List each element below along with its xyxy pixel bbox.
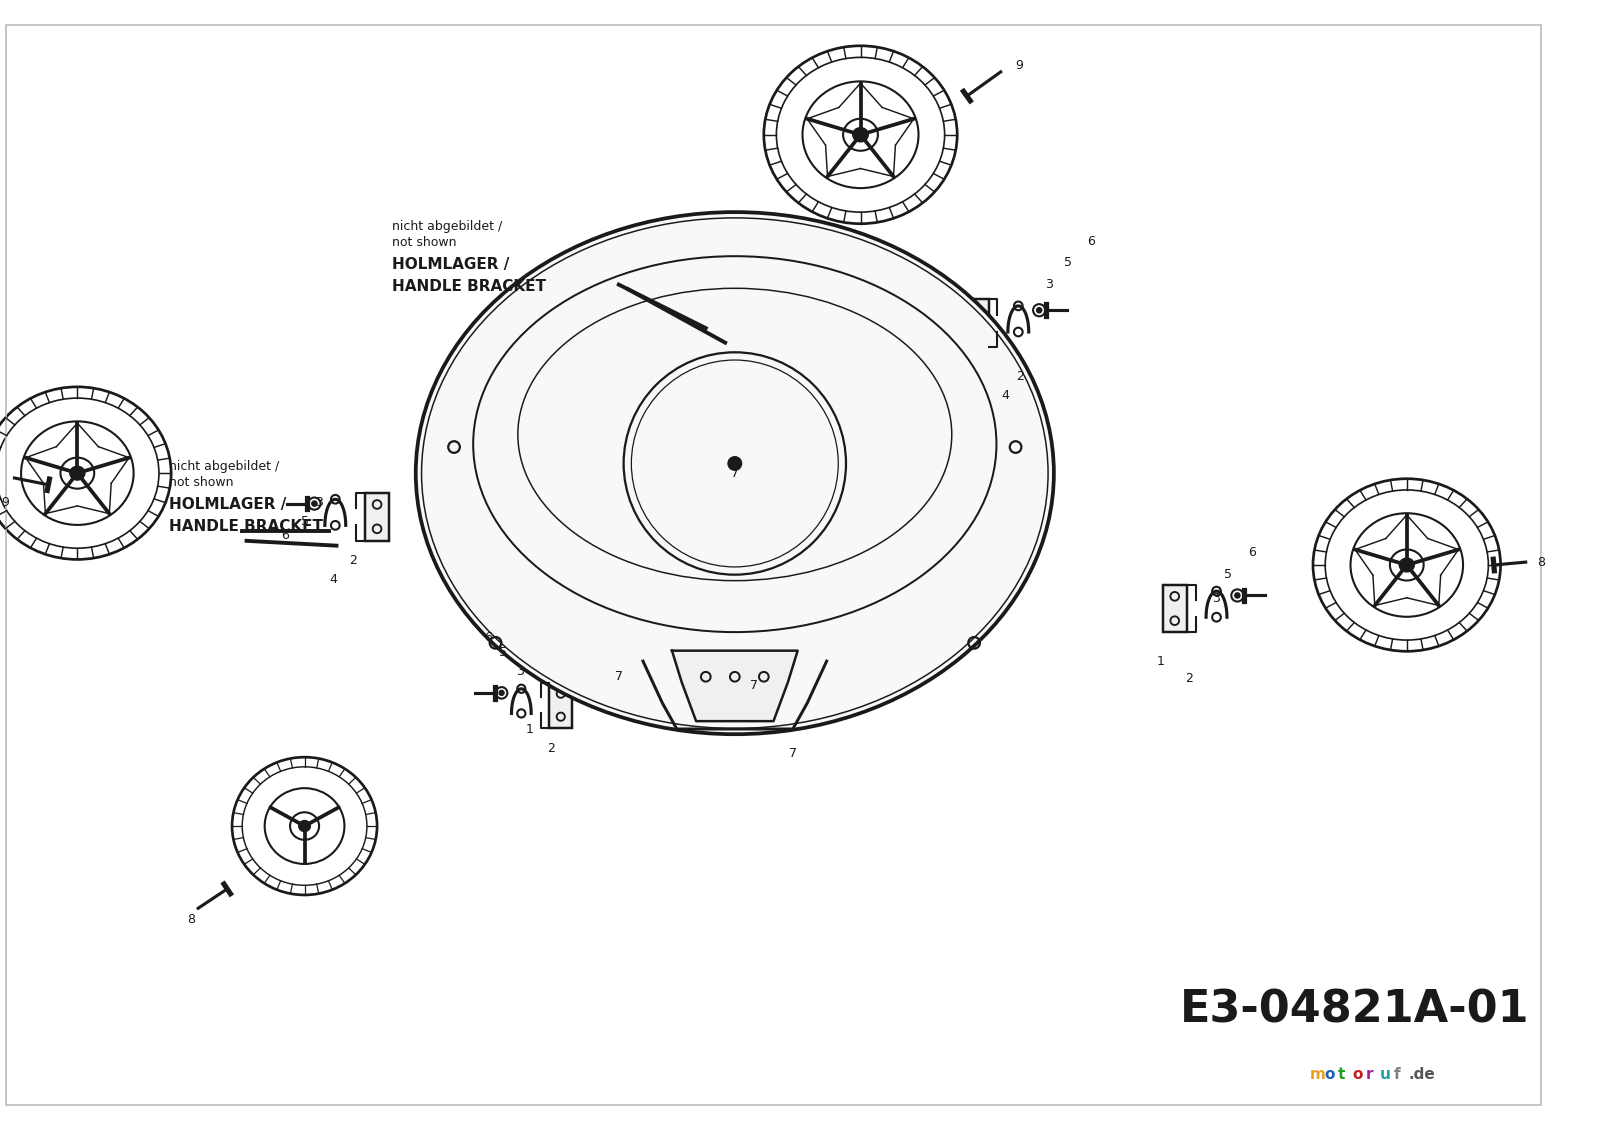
Text: HOLMLAGER /: HOLMLAGER /	[392, 257, 509, 272]
Text: nicht abgebildet /: nicht abgebildet /	[392, 220, 502, 234]
Text: 6: 6	[282, 530, 290, 542]
Text: 4: 4	[1002, 390, 1010, 402]
Text: HANDLE BRACKET: HANDLE BRACKET	[170, 519, 323, 534]
Circle shape	[312, 501, 317, 506]
Text: 2: 2	[1186, 671, 1194, 685]
Text: nicht abgebildet /: nicht abgebildet /	[170, 460, 280, 473]
Text: not shown: not shown	[170, 476, 234, 488]
Text: o: o	[1325, 1067, 1334, 1083]
Text: .de: .de	[1408, 1067, 1435, 1083]
Bar	[549, 683, 573, 728]
Ellipse shape	[853, 128, 869, 142]
Text: m: m	[1310, 1067, 1326, 1083]
Text: 8: 8	[187, 913, 195, 927]
Polygon shape	[672, 651, 798, 721]
Text: 7: 7	[614, 670, 622, 683]
Text: 3: 3	[1213, 592, 1221, 606]
Text: 4: 4	[330, 573, 338, 586]
Text: 9: 9	[2, 496, 8, 508]
Ellipse shape	[416, 212, 1054, 734]
Ellipse shape	[299, 820, 310, 832]
Text: 3: 3	[1045, 278, 1053, 292]
Text: 5: 5	[1224, 568, 1232, 581]
Text: HOLMLAGER /: HOLMLAGER /	[170, 497, 286, 512]
Bar	[1163, 584, 1187, 633]
Text: 2: 2	[349, 554, 357, 566]
Text: 9: 9	[1016, 59, 1022, 71]
Text: 5: 5	[499, 645, 507, 659]
Text: 1: 1	[526, 723, 534, 736]
Text: 5: 5	[301, 515, 309, 528]
Circle shape	[499, 690, 504, 695]
Text: HANDLE BRACKET: HANDLE BRACKET	[392, 279, 546, 294]
Text: 2: 2	[547, 742, 555, 755]
Text: u: u	[1381, 1067, 1390, 1083]
Text: 7: 7	[731, 467, 739, 479]
Circle shape	[1037, 307, 1042, 313]
Text: 3: 3	[315, 496, 323, 508]
Text: 6: 6	[1086, 235, 1094, 247]
Text: r: r	[1366, 1067, 1374, 1083]
Text: t: t	[1338, 1067, 1346, 1083]
Text: 7: 7	[789, 747, 797, 760]
Text: 5: 5	[1064, 255, 1072, 269]
Bar	[965, 299, 989, 347]
Ellipse shape	[1400, 558, 1414, 572]
Text: f: f	[1394, 1067, 1402, 1083]
Text: 1: 1	[1157, 655, 1165, 668]
Text: 7: 7	[750, 679, 758, 693]
Text: not shown: not shown	[392, 236, 456, 249]
Text: o: o	[1352, 1067, 1363, 1083]
Text: 2: 2	[1016, 370, 1024, 383]
Text: 6: 6	[1248, 546, 1256, 559]
Ellipse shape	[70, 467, 85, 480]
Circle shape	[1235, 593, 1240, 598]
Circle shape	[728, 457, 741, 470]
Text: 8: 8	[1538, 556, 1546, 568]
Text: 6: 6	[485, 631, 493, 644]
Bar	[365, 493, 389, 540]
Text: 3: 3	[517, 664, 525, 678]
Text: E3-04821A-01: E3-04821A-01	[1179, 989, 1530, 1032]
